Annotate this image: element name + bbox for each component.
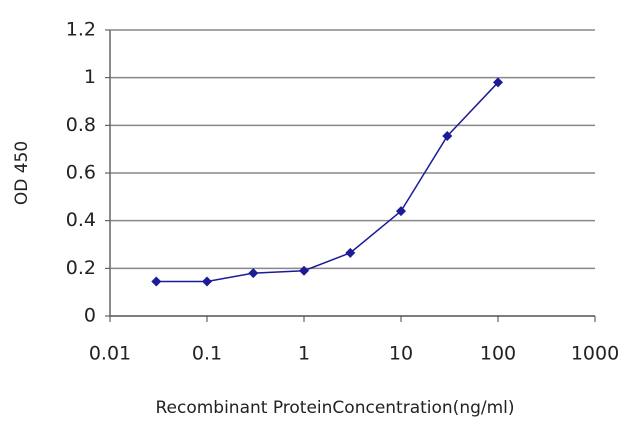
data-point xyxy=(248,268,259,279)
x-tick-label: 10 xyxy=(389,343,413,365)
data-point xyxy=(299,265,309,276)
series-line xyxy=(156,81,499,283)
y-tick-label: 0 xyxy=(84,305,96,327)
x-tick-label: 1 xyxy=(298,343,310,365)
y-axis-label: OD 450 xyxy=(12,141,32,205)
data-point xyxy=(442,131,453,142)
data-point xyxy=(396,206,406,217)
data-point xyxy=(151,276,162,287)
y-tick-label: 1 xyxy=(84,66,96,88)
y-tick-label: 0.2 xyxy=(66,257,96,279)
x-tick-label: 1000 xyxy=(571,343,619,365)
data-point xyxy=(493,77,503,88)
data-point xyxy=(345,247,356,258)
x-axis-label: Recombinant ProteinConcentration(ng/ml) xyxy=(155,398,514,418)
x-tick-label: 0.01 xyxy=(89,343,131,365)
y-tick-label: 0.4 xyxy=(66,209,96,231)
data-point xyxy=(202,276,212,287)
y-tick-label: 0.8 xyxy=(66,114,96,136)
y-tick-label: 1.2 xyxy=(66,19,96,41)
x-tick-label: 0.1 xyxy=(192,343,222,365)
x-tick-label: 100 xyxy=(480,343,516,365)
y-tick-label: 0.6 xyxy=(66,162,96,184)
